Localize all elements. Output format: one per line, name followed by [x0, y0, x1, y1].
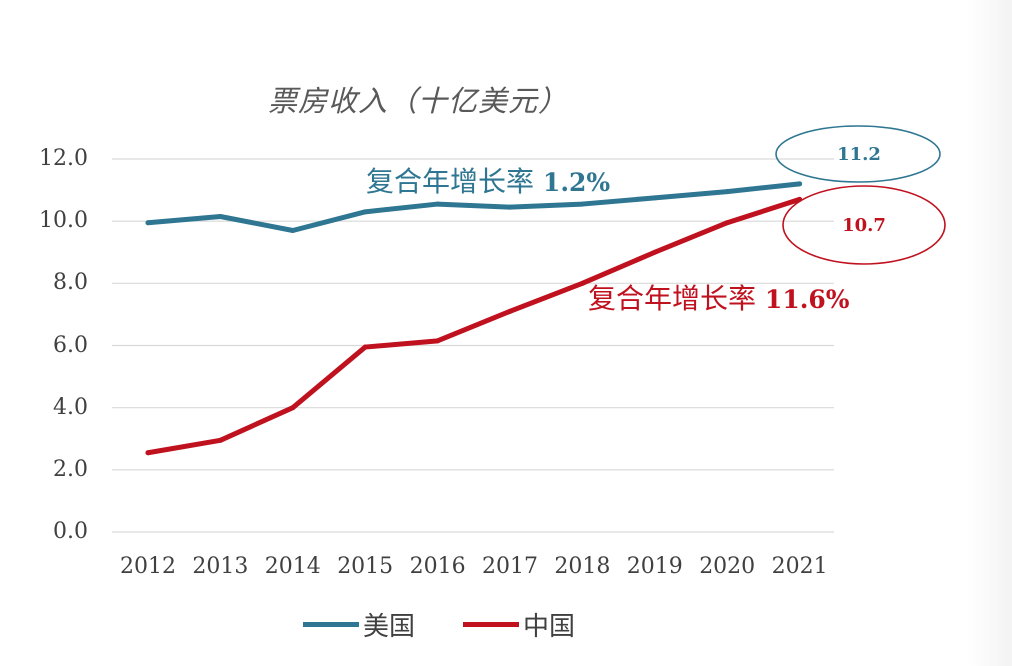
data-point — [145, 220, 151, 226]
y-tick-label: 12.0 — [39, 146, 88, 171]
us-callout-ellipse — [775, 125, 941, 183]
callouts — [775, 125, 946, 265]
us-cagr-annotation: 复合年增长率 1.2% — [366, 160, 610, 200]
x-tick-label: 2013 — [192, 554, 249, 579]
y-tick-label: 2.0 — [53, 456, 88, 482]
y-tick-label: 4.0 — [53, 394, 88, 420]
chart-title: 票房收入（十亿美元） — [268, 84, 569, 118]
x-tick-label: 2014 — [264, 554, 321, 579]
data-point — [435, 338, 441, 344]
us-cagr-prefix: 复合年增长率 — [366, 165, 535, 198]
china-callout-ellipse — [782, 185, 946, 265]
legend-item-china: 中国 — [463, 606, 575, 643]
series-lines — [145, 181, 803, 456]
data-point — [652, 195, 658, 201]
series-line-us — [145, 181, 803, 233]
x-tick-label: 2020 — [699, 554, 756, 579]
data-point — [797, 181, 803, 187]
data-point — [507, 308, 513, 314]
legend-label-china: 中国 — [523, 612, 576, 642]
legend-label-us: 美国 — [363, 612, 416, 642]
data-point — [290, 227, 296, 233]
x-tick-label: 2021 — [771, 554, 828, 579]
y-tick-label: 8.0 — [53, 270, 88, 296]
y-tick-label: 10.0 — [39, 208, 88, 234]
data-point — [217, 214, 223, 220]
china-cagr-prefix: 复合年增长率 — [588, 282, 757, 315]
data-point — [579, 280, 585, 286]
data-point — [652, 249, 658, 255]
data-point — [290, 405, 296, 411]
x-tick-label: 2018 — [554, 554, 611, 579]
y-tick-label: 6.0 — [53, 332, 88, 358]
legend-item-us: 美国 — [303, 606, 415, 643]
china-cagr-annotation: 复合年增长率 11.6% — [588, 277, 850, 317]
us-end-value-label: 11.2 — [837, 144, 881, 165]
gridlines — [112, 158, 834, 533]
data-point — [362, 209, 368, 215]
china-end-value-label: 10.7 — [842, 215, 886, 236]
x-tick-label: 2015 — [337, 554, 394, 579]
y-tick-label: 0.0 — [53, 519, 88, 544]
us-cagr-value: 1.2% — [542, 168, 611, 197]
china-cagr-value: 11.6% — [764, 285, 850, 314]
data-point — [507, 204, 513, 210]
page-edge-shade — [968, 0, 1012, 666]
legend-swatch-china — [463, 622, 519, 627]
data-point — [724, 220, 730, 226]
data-point — [217, 437, 223, 443]
x-tick-label: 2012 — [120, 554, 176, 579]
data-point — [362, 344, 368, 350]
data-point — [724, 189, 730, 195]
data-point — [435, 201, 441, 207]
data-point — [145, 450, 151, 456]
data-point — [579, 201, 585, 207]
legend-swatch-us — [303, 622, 359, 627]
series-line-china — [145, 196, 803, 456]
x-tick-label: 2019 — [626, 554, 683, 579]
x-tick-label: 2017 — [482, 554, 538, 579]
x-tick-label: 2016 — [409, 554, 466, 579]
